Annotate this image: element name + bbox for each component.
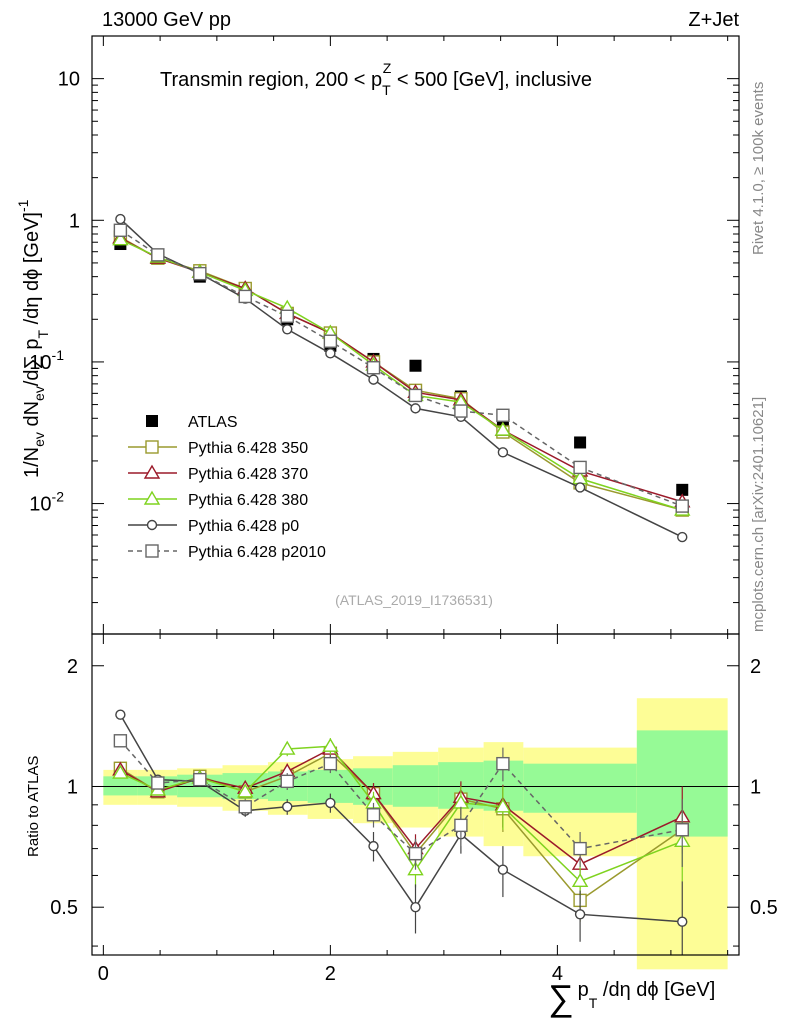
ratio-line-pythia-6-428-p2010 — [119, 740, 683, 855]
main-point-pythia-6-428-380-0 — [112, 231, 129, 246]
legend: ATLAS Pythia 6.428 350 Pythia 6.428 370 Pyt… — [128, 414, 326, 561]
y-axis-label-ratio: Ratio to ATLAS — [25, 756, 42, 857]
ratio-point-pythia-6-428-p2010-11 — [675, 823, 689, 837]
ratio-point-pythia-6-428-p2010-10 — [573, 841, 587, 856]
ratio-point-pythia-6-428-380-0 — [112, 764, 129, 779]
x-tick-label: 0 — [98, 963, 109, 985]
legend-marker-pythia-6-428-p2010 — [145, 544, 159, 558]
ratio-point-pythia-6-428-p0-9 — [497, 864, 509, 875]
ratio-point-pythia-6-428-p0-4 — [282, 801, 293, 812]
ratio-point-pythia-6-428-p2010-4 — [280, 774, 294, 789]
ratio-point-pythia-6-428-p0-0 — [115, 709, 126, 720]
ratio-point-pythia-6-428-p2010-0 — [113, 734, 128, 748]
band-green-0 — [103, 776, 138, 796]
ratio-frame — [91, 633, 740, 956]
ratio-point-pythia-6-428-p0-5 — [325, 797, 336, 809]
main-point-pythia-6-428-p2010-9 — [496, 408, 510, 422]
ratio-panel-series — [112, 709, 691, 955]
plot-title: Transmin region, 200 < pTZ < 500 [GeV], … — [160, 60, 592, 98]
ratio-point-pythia-6-428-p2010-9 — [496, 756, 510, 771]
legend-label-pythia-6-428-p2010: Pythia 6.428 p2010 — [188, 544, 326, 561]
y-tick-label-main: 10 — [58, 69, 80, 91]
main-panel-series — [112, 213, 691, 543]
legend-label-pythia-6-428-350: Pythia 6.428 350 — [188, 440, 308, 457]
y-tick-label-ratio-right: 1 — [750, 776, 761, 798]
legend-marker-atlas — [146, 415, 158, 427]
ratio-point-pythia-6-428-p2010-8 — [454, 818, 468, 833]
main-point-pythia-6-428-p0-7 — [410, 403, 421, 414]
main-point-pythia-6-428-p2010-8 — [454, 404, 468, 418]
main-point-pythia-6-428-p0-4 — [282, 324, 293, 335]
main-point-pythia-6-428-p0-5 — [325, 348, 336, 359]
y-tick-label-ratio-left: 1 — [67, 776, 78, 798]
main-line-pythia-6-428-p2010 — [119, 229, 683, 507]
main-point-pythia-6-428-p2010-6 — [366, 361, 381, 375]
ratio-point-pythia-6-428-380-9 — [494, 798, 512, 813]
ratio-point-pythia-6-428-p0-10 — [574, 909, 586, 920]
process-label: Z+Jet — [688, 9, 739, 31]
legend-marker-pythia-6-428-380 — [143, 490, 161, 505]
ratio-point-pythia-6-428-p2010-7 — [408, 846, 423, 861]
main-point-pythia-6-428-p2010-7 — [408, 388, 423, 403]
ratio-point-pythia-6-428-p2010-6 — [366, 808, 381, 822]
ratio-point-pythia-6-428-p0-6 — [368, 840, 379, 852]
main-point-atlas-7 — [409, 359, 422, 372]
main-point-pythia-6-428-p2010-10 — [573, 460, 587, 475]
main-point-pythia-6-428-p2010-5 — [323, 334, 338, 348]
ratio-point-pythia-6-428-p0-11 — [677, 916, 688, 927]
main-point-pythia-6-428-p0-11 — [677, 531, 688, 543]
legend-label-atlas: ATLAS — [188, 414, 238, 431]
x-tick-label: 2 — [325, 963, 336, 985]
legend-label-pythia-6-428-380: Pythia 6.428 380 — [188, 492, 308, 509]
main-point-pythia-6-428-p2010-2 — [193, 266, 207, 281]
ratio-line-pythia-6-428-p0 — [119, 714, 683, 923]
ratio-point-pythia-6-428-380-10 — [571, 872, 589, 888]
ratio-point-pythia-6-428-p2010-2 — [193, 772, 207, 787]
y-tick-label-main: 10-1 — [29, 347, 64, 374]
ratio-point-pythia-6-428-p2010-3 — [238, 800, 252, 814]
y-tick-label-ratio-right: 0.5 — [750, 897, 778, 919]
legend-label-pythia-6-428-p0: Pythia 6.428 p0 — [188, 518, 299, 535]
main-point-atlas-11 — [676, 483, 689, 496]
main-point-pythia-6-428-p2010-0 — [113, 223, 128, 237]
main-point-pythia-6-428-p2010-1 — [151, 248, 165, 262]
main-point-pythia-6-428-p0-6 — [368, 374, 379, 385]
ratio-point-pythia-6-428-p0-7 — [410, 902, 421, 913]
y-tick-label-ratio-right: 2 — [750, 656, 761, 678]
y-tick-label-ratio-left: 0.5 — [50, 897, 78, 919]
main-point-pythia-6-428-p2010-11 — [675, 499, 689, 513]
main-point-pythia-6-428-p0-0 — [115, 213, 126, 225]
ratio-point-pythia-6-428-p2010-5 — [323, 756, 338, 771]
legend-marker-pythia-6-428-370 — [143, 464, 161, 479]
x-axis-label: ∑ pT /dη dϕ [GeV] — [548, 977, 715, 1018]
ratio-point-pythia-6-428-380-5 — [322, 737, 339, 752]
y-tick-label-ratio-left: 2 — [67, 656, 78, 678]
main-point-pythia-6-428-p0-10 — [574, 482, 586, 493]
legend-label-pythia-6-428-370: Pythia 6.428 370 — [188, 466, 308, 483]
y-tick-label-main: 10-2 — [29, 489, 64, 516]
rivet-version-label: Rivet 4.1.0, ≥ 100k events — [750, 82, 767, 255]
legend-marker-pythia-6-428-p0 — [146, 519, 158, 531]
legend-marker-pythia-6-428-350 — [145, 440, 159, 454]
main-point-pythia-6-428-p0-9 — [497, 447, 509, 458]
main-point-pythia-6-428-p2010-3 — [238, 289, 252, 304]
ratio-point-pythia-6-428-380-4 — [279, 740, 296, 755]
x-tick-label: 4 — [552, 963, 563, 985]
main-point-atlas-10 — [574, 436, 587, 449]
analysis-watermark: (ATLAS_2019_I1736531) — [335, 592, 493, 608]
ratio-point-pythia-6-428-380-3 — [237, 783, 254, 798]
energy-label: 13000 GeV pp — [102, 9, 231, 31]
main-point-pythia-6-428-380-9 — [494, 421, 512, 436]
band-green-10 — [523, 763, 637, 813]
ratio-point-pythia-6-428-p2010-1 — [151, 776, 165, 790]
mcplots-label: mcplots.cern.ch [arXiv:2401.10621] — [750, 397, 767, 632]
y-tick-label-main: 1 — [69, 210, 80, 232]
panel-frames — [91, 35, 740, 956]
y-axis-label-main: 1/Nev dNev/d∑ pT /dη dϕ [GeV]-1 — [15, 199, 51, 478]
main-point-pythia-6-428-p2010-4 — [280, 309, 294, 323]
